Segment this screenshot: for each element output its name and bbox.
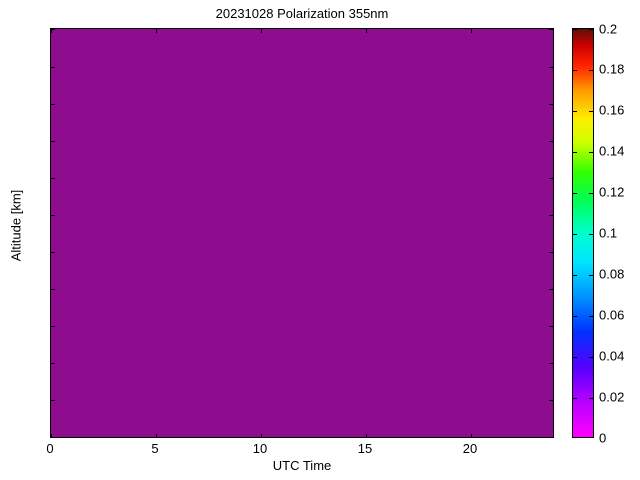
colorbar-tick — [589, 398, 593, 399]
colorbar-tick-label: 0 — [599, 430, 607, 446]
y-tick-right — [549, 178, 553, 179]
colorbar-tick-label: 0.16 — [599, 102, 625, 118]
colorbar-tick — [573, 275, 577, 276]
y-tick-right — [549, 326, 553, 327]
y-tick-left — [51, 104, 55, 105]
y-tick-left — [51, 400, 55, 401]
y-tick-left — [51, 141, 55, 142]
x-tick-bottom — [471, 434, 472, 437]
colorbar-tick — [589, 234, 593, 235]
x-tick-top — [261, 29, 262, 33]
colorbar-tick — [589, 316, 593, 317]
y-tick-left — [51, 215, 55, 216]
colorbar-tick — [573, 152, 577, 153]
colorbar-gradient — [573, 29, 593, 437]
colorbar-tick-label: 0.1 — [599, 225, 618, 241]
x-tick-top — [156, 29, 157, 33]
colorbar-tick — [573, 234, 577, 235]
x-tick-top — [471, 29, 472, 33]
heatmap-surface — [51, 29, 553, 437]
y-tick-right — [549, 141, 553, 142]
x-tick-bottom — [261, 434, 262, 437]
y-tick-left — [51, 326, 55, 327]
colorbar-tick — [589, 193, 593, 194]
colorbar-tick-label: 0.18 — [599, 61, 625, 77]
colorbar-tick-label: 0.08 — [599, 266, 625, 282]
y-tick-left — [51, 252, 55, 253]
colorbar-tick-label: 0.06 — [599, 307, 625, 323]
colorbar-tick-label: 0.14 — [599, 143, 625, 159]
colorbar-tick — [589, 152, 593, 153]
colorbar-tick — [589, 29, 593, 30]
y-tick-right — [549, 400, 553, 401]
x-tick-label: 10 — [252, 441, 268, 456]
colorbar-tick — [589, 357, 593, 358]
plot-area — [50, 28, 554, 438]
x-tick-label: 5 — [151, 441, 159, 456]
x-tick-top — [51, 29, 52, 33]
y-tick-right — [549, 289, 553, 290]
x-tick-bottom — [51, 434, 52, 437]
colorbar-tick-label: 0.04 — [599, 348, 625, 364]
x-tick-bottom — [156, 434, 157, 437]
colorbar-tick — [573, 357, 577, 358]
y-tick-left — [51, 363, 55, 364]
y-tick-right — [549, 252, 553, 253]
y-axis-label: Altitude [km] — [8, 189, 24, 262]
y-tick-left — [51, 289, 55, 290]
colorbar-tick — [573, 398, 577, 399]
colorbar-tick — [573, 29, 577, 30]
y-tick-right — [549, 215, 553, 216]
y-tick-left — [51, 29, 55, 30]
colorbar-tick — [573, 111, 577, 112]
y-tick-right — [549, 104, 553, 105]
colorbar-tick-label: 0.12 — [599, 184, 625, 200]
colorbar-tick — [573, 193, 577, 194]
colorbar-tick — [589, 70, 593, 71]
chart-title: 20231028 Polarization 355nm — [215, 6, 389, 21]
colorbar — [572, 28, 594, 438]
x-tick-label: 20 — [462, 441, 478, 456]
colorbar-tick-label: 0.02 — [599, 389, 625, 405]
x-axis-label: UTC Time — [272, 458, 332, 473]
x-tick-label: 0 — [46, 441, 54, 456]
colorbar-tick — [589, 111, 593, 112]
y-tick-left — [51, 67, 55, 68]
colorbar-tick-label: 0.2 — [599, 21, 618, 37]
y-tick-right — [549, 29, 553, 30]
x-tick-top — [366, 29, 367, 33]
y-tick-right — [549, 67, 553, 68]
colorbar-tick — [589, 275, 593, 276]
colorbar-tick — [573, 316, 577, 317]
y-tick-left — [51, 178, 55, 179]
x-tick-label: 15 — [357, 441, 373, 456]
colorbar-tick — [573, 70, 577, 71]
y-tick-right — [549, 363, 553, 364]
x-tick-bottom — [366, 434, 367, 437]
